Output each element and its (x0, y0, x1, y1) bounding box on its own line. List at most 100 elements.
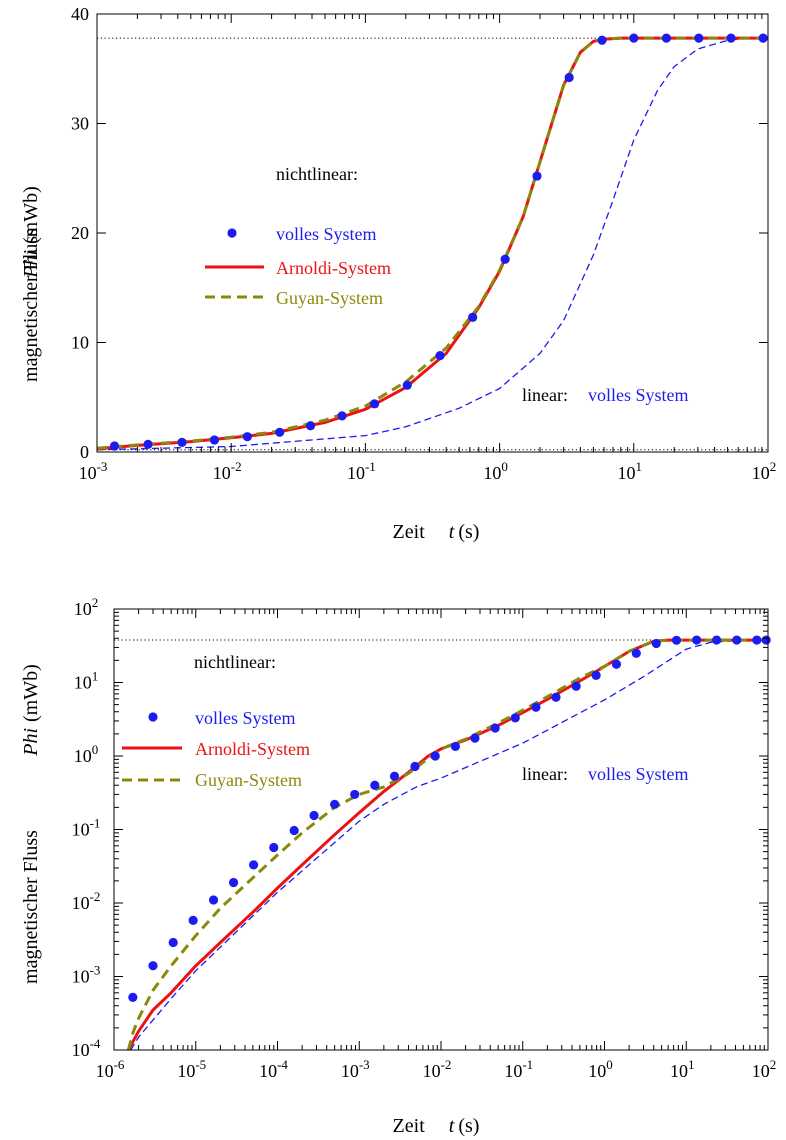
x-tick-label: 10-6 (96, 1057, 125, 1081)
x-tick-label: 10-1 (347, 459, 376, 483)
data-point-volles-system (430, 751, 440, 761)
legend-label-arnoldi-system: Arnoldi-System (276, 258, 391, 278)
x-tick-label: 100 (588, 1057, 613, 1081)
annotation-linear: linear: (522, 385, 568, 405)
data-point-volles-system (337, 411, 347, 421)
data-point-volles-system (275, 427, 285, 437)
y-axis-label-unit: (mWb) (20, 664, 42, 722)
legend-marker-volles-system (227, 228, 237, 238)
x-tick-label: 10-3 (79, 459, 108, 483)
x-tick-label: 101 (618, 459, 643, 483)
data-point-volles-system (228, 877, 239, 888)
y-axis-label-unit: (mWb) (20, 186, 42, 244)
series-line-volles-system-linear (96, 37, 768, 451)
x-tick-label: 10-2 (213, 459, 242, 483)
x-axis-label: Zeit t (s) (393, 521, 480, 543)
data-point-volles-system (726, 33, 736, 43)
data-point-volles-system (692, 635, 702, 645)
data-point-volles-system (671, 635, 682, 645)
data-point-volles-system (128, 992, 138, 1002)
data-point-volles-system (732, 635, 742, 645)
data-point-volles-system (694, 33, 704, 43)
x-tick-label: 10-4 (259, 1057, 288, 1081)
y-tick-label: 40 (71, 4, 89, 24)
y-tick-label: 101 (74, 669, 99, 693)
data-point-volles-system (369, 399, 380, 409)
data-point-volles-system (752, 635, 762, 645)
legend-label-volles-system: volles System (195, 708, 296, 728)
data-point-volles-system (309, 810, 319, 821)
data-point-volles-system (389, 771, 400, 781)
x-axis-label-var: t (449, 1115, 455, 1137)
data-point-volles-system (758, 33, 768, 43)
x-axis-label-var: t (449, 521, 455, 543)
series-line-arnoldi-system (127, 638, 768, 1051)
series-line-guyan-system (126, 638, 768, 1051)
x-tick-label: 10-1 (504, 1057, 533, 1081)
data-point-volles-system (661, 33, 672, 43)
data-point-volles-system (350, 789, 360, 800)
legend-label-volles-system: volles System (276, 224, 377, 244)
y-axis-label-quantity: magnetischer Fluss (20, 228, 42, 382)
legend-label-guyan-system: Guyan-System (276, 288, 383, 308)
y-axis-label: Phi (mWb) (20, 664, 42, 757)
data-point-volles-system (597, 35, 607, 45)
x-tick-label: 102 (752, 459, 777, 483)
data-point-volles-system (711, 635, 722, 645)
data-point-volles-system (269, 842, 279, 853)
y-tick-label: 102 (74, 595, 99, 619)
legend-label-guyan-system: Guyan-System (195, 770, 302, 790)
data-point-volles-system (564, 72, 574, 83)
x-tick-label: 10-5 (177, 1057, 206, 1081)
data-point-volles-system (305, 421, 316, 431)
annotation-nonlinear: nichtlinear: (194, 652, 276, 672)
data-point-volles-system (510, 713, 520, 723)
x-axis-label-text: Zeit (393, 1115, 426, 1137)
data-point-volles-system (500, 254, 510, 264)
data-point-volles-system (148, 961, 158, 971)
data-point-volles-system (248, 860, 259, 870)
data-point-volles-system (188, 915, 198, 925)
annotation-linear-series: volles System (588, 764, 689, 784)
y-tick-label: 10-4 (72, 1036, 101, 1060)
y-axis-label-quantity: magnetischer Fluss (20, 830, 42, 984)
y-tick-label: 10-2 (72, 889, 101, 913)
x-axis-label: Zeit t (s) (393, 1115, 480, 1137)
data-point-volles-system (591, 670, 601, 680)
data-point-volles-system (490, 723, 500, 733)
data-point-volles-system (208, 895, 219, 905)
data-point-volles-system (629, 33, 639, 43)
data-point-volles-system (168, 937, 178, 948)
data-point-volles-system (631, 648, 641, 658)
data-point-volles-system (651, 638, 661, 649)
y-axis-label: Phi (mWb) (20, 186, 42, 279)
x-axis-label-text: Zeit (393, 521, 426, 543)
y-axis-label-var: Phi (20, 728, 42, 757)
data-point-volles-system (209, 435, 220, 445)
y-tick-label: 0 (80, 442, 89, 462)
data-point-volles-system (531, 702, 541, 712)
data-point-volles-system (402, 380, 412, 390)
x-axis-label-unit: (s) (458, 521, 479, 543)
data-point-volles-system (143, 439, 153, 449)
data-point-volles-system (468, 312, 478, 322)
x-tick-label: 10-2 (423, 1057, 452, 1081)
data-point-volles-system (370, 780, 380, 790)
data-point-volles-system (470, 733, 480, 743)
data-point-volles-system (450, 741, 460, 752)
annotation-linear-series: volles System (588, 385, 689, 405)
annotation-nonlinear: nichtlinear: (276, 164, 358, 184)
data-point-volles-system (242, 432, 252, 442)
data-point-volles-system (551, 692, 561, 702)
series-line-volles-system-linear (130, 639, 769, 1051)
x-tick-label: 101 (670, 1057, 695, 1081)
chart-log-scale: 10-6 10-5 10-4 10-3 10-2 10-1 100 101 102 10-4 10-… (20, 595, 776, 1137)
x-tick-label: 102 (752, 1057, 777, 1081)
legend-marker-volles-system (148, 712, 158, 722)
y-axis-label-var: Phi (20, 250, 42, 279)
legend-label-arnoldi-system: Arnoldi-System (195, 739, 310, 759)
y-tick-label: 10-1 (72, 816, 101, 840)
plot-frame (113, 608, 769, 1051)
y-tick-label: 10-3 (72, 963, 101, 987)
